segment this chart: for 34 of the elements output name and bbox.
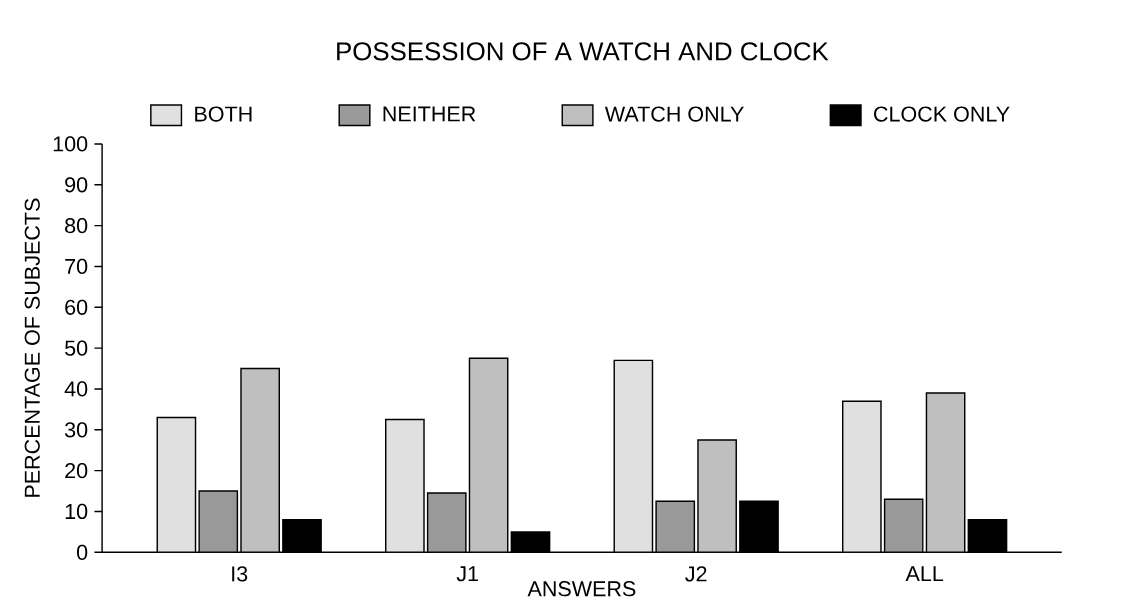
y-tick-label: 10: [65, 503, 88, 520]
x-tick-label: J2: [685, 566, 707, 582]
bar: [198, 490, 239, 553]
y-axis-title: PERCENTAGE OF SUBJECTS: [24, 198, 40, 497]
bar: [426, 492, 467, 553]
bar: [240, 368, 280, 553]
y-tick-label: 70: [65, 258, 88, 275]
x-axis-title: ANSWERS: [527, 581, 636, 597]
y-tick-label: 40: [64, 381, 88, 397]
y-tick-label: 90: [65, 177, 88, 193]
bar: [841, 400, 882, 553]
chart-title: POSSESSION OF A WATCH AND CLOCK: [337, 42, 829, 61]
x-tick-label: I3: [232, 566, 248, 582]
bar: [883, 498, 924, 553]
legend-label: CLOCK ONLY: [874, 106, 1010, 122]
legend-label: WATCH ONLY: [604, 106, 744, 122]
bar: [655, 500, 696, 553]
y-tick-label: 50: [65, 340, 88, 356]
legend-label: NEITHER: [383, 106, 476, 122]
y-tick-label: 30: [64, 422, 88, 438]
bar: [697, 439, 737, 553]
bar: [157, 417, 196, 553]
y-tick-label: 20: [65, 462, 88, 479]
legend-label: BOTH: [195, 106, 252, 122]
bar: [925, 392, 966, 553]
bar: [469, 358, 508, 553]
y-tick-label: 80: [65, 217, 88, 234]
y-tick-label: 100: [53, 136, 88, 152]
x-tick-label: ALL: [905, 566, 944, 582]
y-tick-label: 60: [65, 299, 88, 315]
x-tick-label: J1: [456, 566, 478, 582]
y-tick-label: 0: [76, 544, 88, 560]
bar: [614, 360, 653, 553]
bar: [385, 419, 425, 553]
